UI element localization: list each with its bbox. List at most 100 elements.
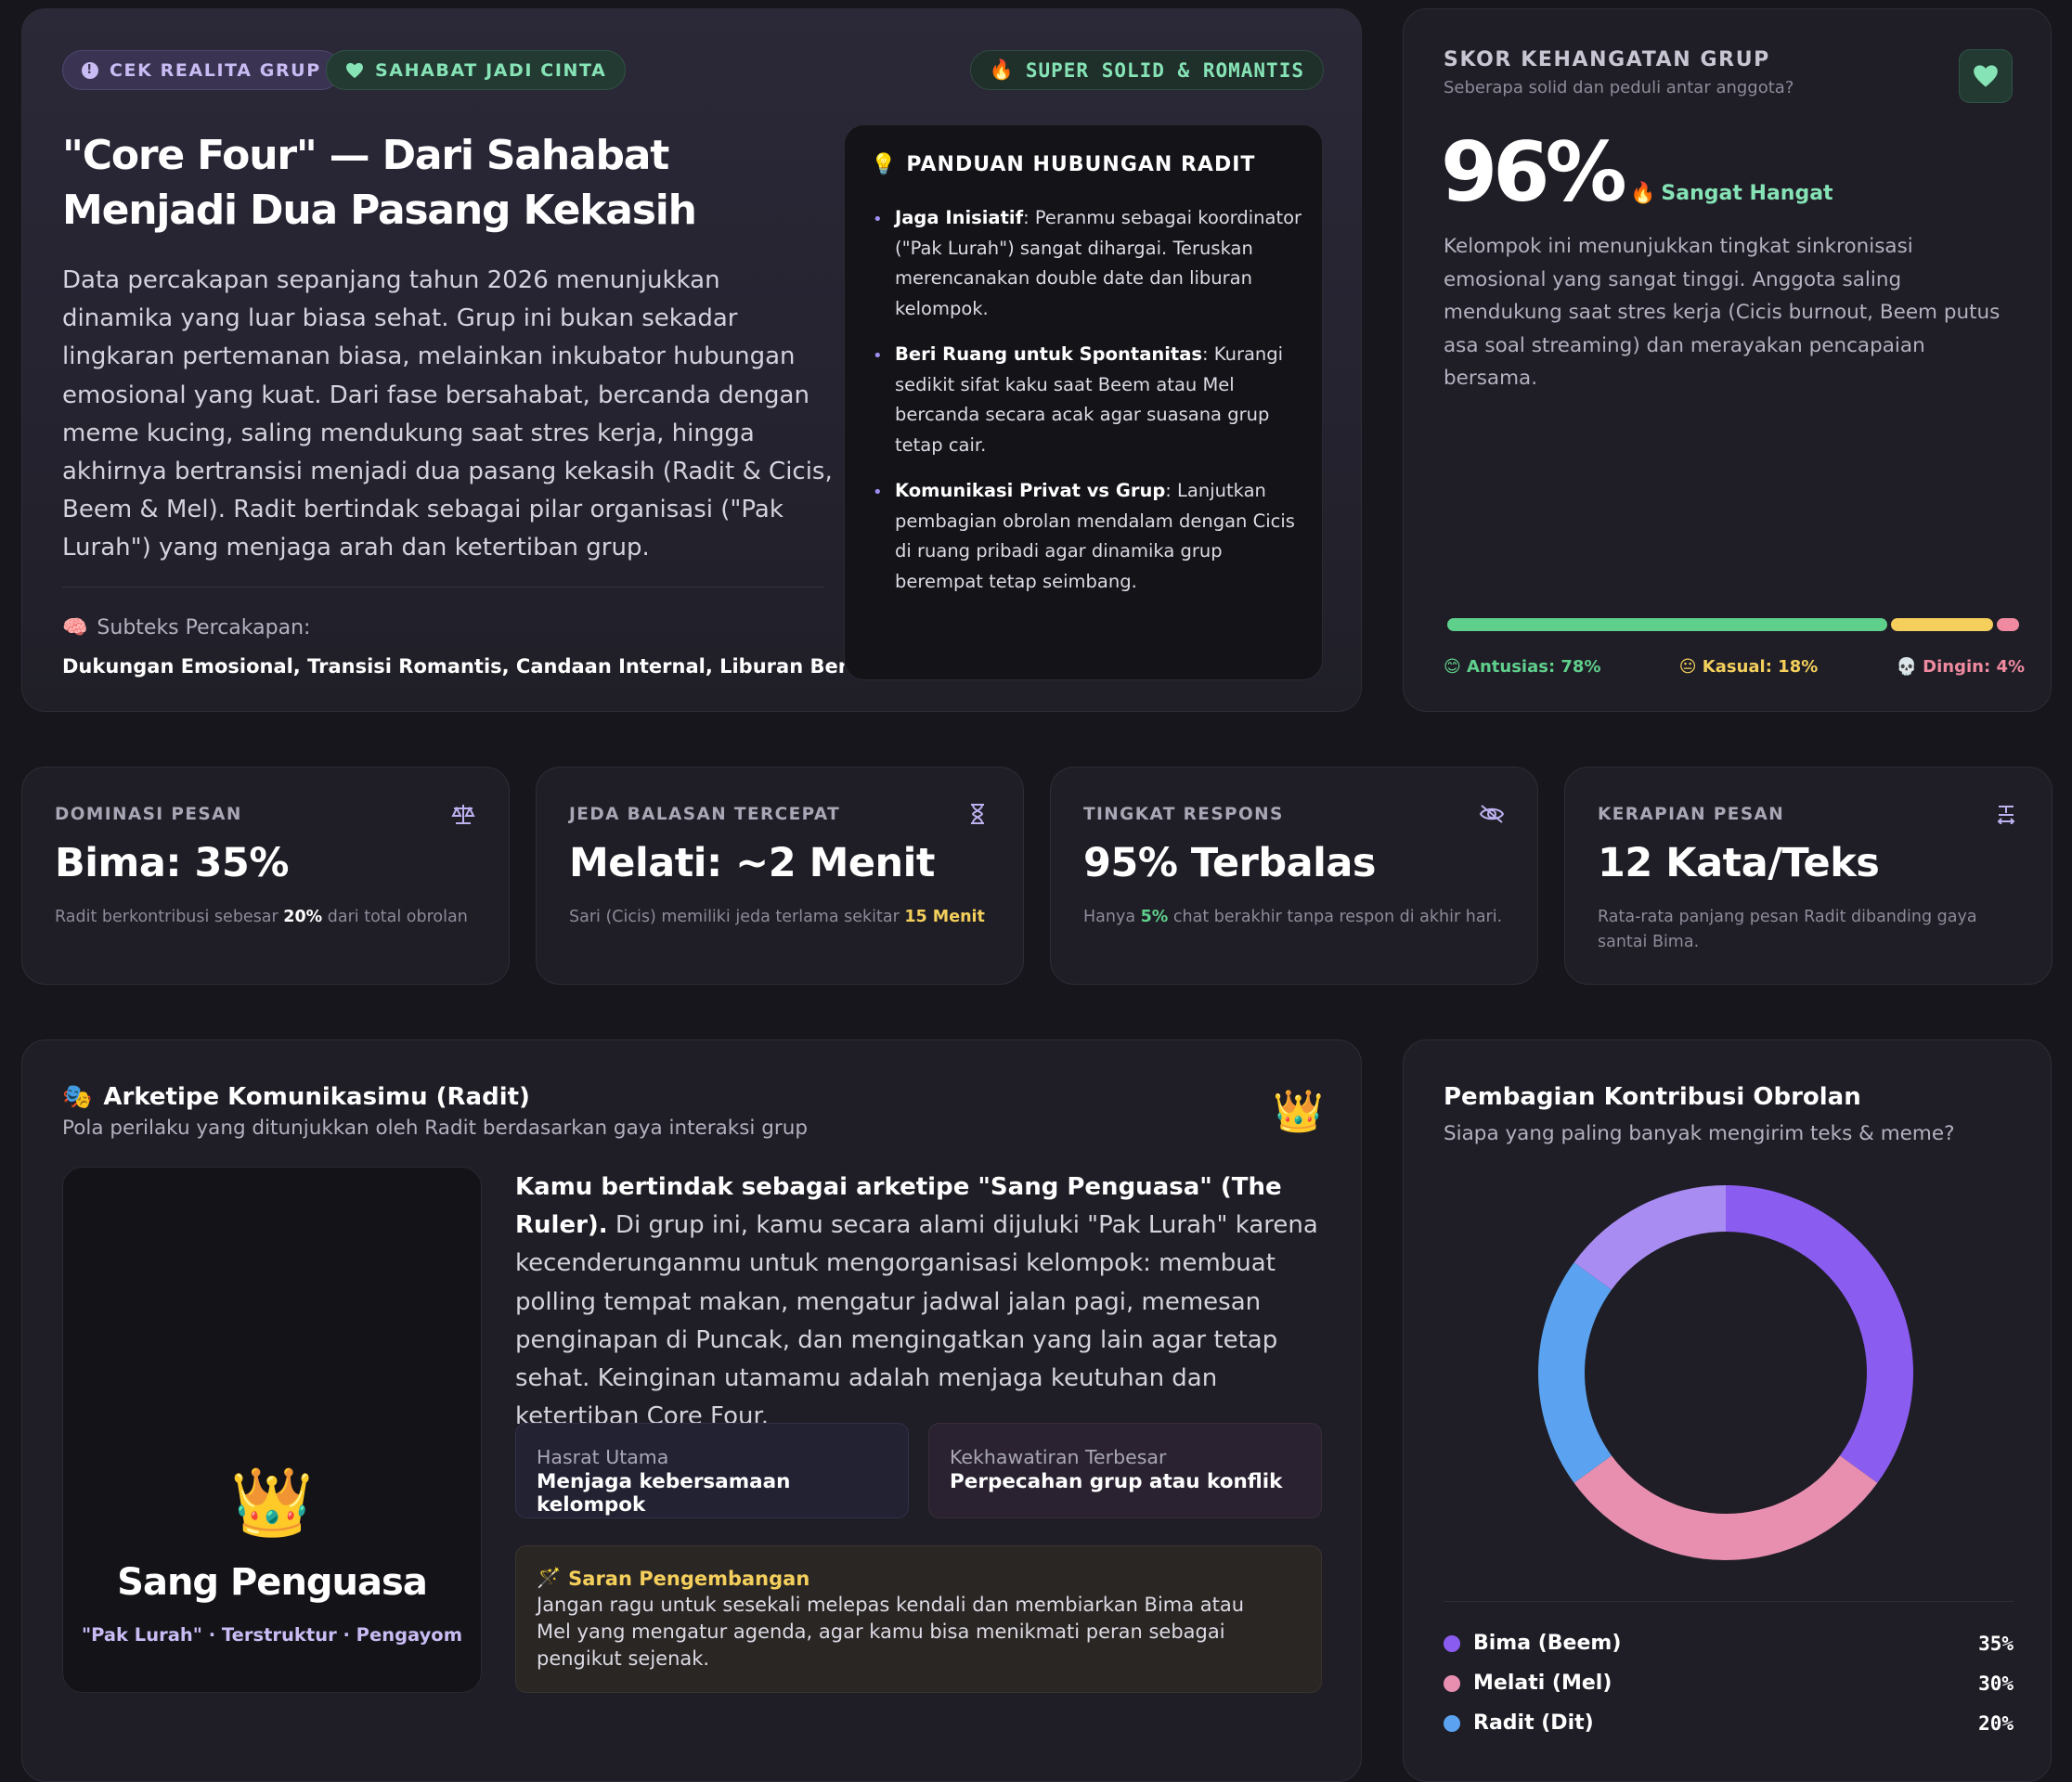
heart-icon xyxy=(346,62,363,78)
heart-icon xyxy=(1974,65,1998,87)
legend-swatch xyxy=(1444,1714,1460,1732)
advice-text: Jangan ragu untuk sesekali melepas kenda… xyxy=(537,1594,1245,1670)
stat-note-highlight: 20% xyxy=(283,908,323,926)
contribution-subtitle: Siapa yang paling banyak mengirim teks &… xyxy=(1444,1122,1955,1145)
hero-card: ! CEK REALITA GRUP SAHABAT JADI CINTA 🔥 … xyxy=(21,8,1362,712)
brain-icon: 🧠 xyxy=(62,616,88,639)
contribution-legend: Bima (Beem) 35% Melati (Mel) 30% Radit (Dit)… xyxy=(1444,1623,2014,1743)
legend-label: Melati (Mel) xyxy=(1473,1672,1612,1695)
contribution-donut-chart xyxy=(1538,1185,1913,1561)
sentiment-legend-item: 💀 Dingin: 4% xyxy=(1896,657,2026,677)
hero-description: Data percakapan sepanjang tahun 2026 men… xyxy=(62,266,833,562)
guide-item: Beri Ruang untuk Spontanitas: Kurangi se… xyxy=(871,340,1307,460)
archetype-description: Kamu bertindak sebagai arketipe "Sang Pe… xyxy=(515,1169,1332,1436)
guide-title-row: 💡 PANDUAN HUBUNGAN RADIT xyxy=(871,153,1255,176)
legend-label: Bima (Beem) xyxy=(1473,1632,1622,1655)
legend-swatch xyxy=(1444,1674,1460,1692)
stat-card-response-rate: TINGKAT RESPONS 95% Terbalas Hanya 5% ch… xyxy=(1050,767,1538,985)
advice-title: Saran Pengembangan xyxy=(568,1567,810,1590)
legend-label-group: Melati (Mel) xyxy=(1444,1672,1612,1695)
text-format-icon xyxy=(1993,801,2019,827)
eye-off-icon xyxy=(1479,801,1505,827)
stat-card-fastest-reply: JEDA BALASAN TERCEPAT Melati: ~2 Menit S… xyxy=(536,767,1024,985)
badge-reality-check: ! CEK REALITA GRUP xyxy=(62,50,341,90)
badge-friends-to-love-label: SAHABAT JADI CINTA xyxy=(375,59,607,81)
core-desire-box: Hasrat Utama Menjaga kebersamaan kelompo… xyxy=(515,1423,909,1518)
badge-friends-to-love: SAHABAT JADI CINTA xyxy=(326,50,627,90)
warmth-description: Kelompok ini menunjukkan tingkat sinkron… xyxy=(1444,235,2001,390)
archetype-title: Arketipe Komunikasimu (Radit) xyxy=(103,1083,530,1111)
persona-tags: "Pak Lurah" · Terstruktur · Pengayom xyxy=(81,1624,463,1646)
guide-item: Komunikasi Privat vs Grup: Lanjutkan pem… xyxy=(871,476,1307,597)
archetype-subtitle: Pola perilaku yang ditunjukkan oleh Radi… xyxy=(62,1117,808,1140)
guide-list: Jaga Inisiatif: Peranmu sebagai koordina… xyxy=(871,203,1307,613)
archetype-lead: Kamu bertindak sebagai arketipe "Sang Pe… xyxy=(515,1173,1282,1240)
hourglass-icon xyxy=(965,801,991,827)
legend-row: Melati (Mel) 30% xyxy=(1444,1663,2014,1703)
stat-value: Melati: ~2 Menit xyxy=(569,840,935,886)
legend-value: 20% xyxy=(1978,1711,2014,1735)
magic-wand-icon: 🪄 xyxy=(537,1567,562,1589)
legend-value: 30% xyxy=(1978,1672,2014,1695)
heart-button[interactable] xyxy=(1959,49,2013,103)
stat-title: JEDA BALASAN TERCEPAT xyxy=(569,805,841,824)
scale-icon xyxy=(450,801,476,827)
fire-icon: 🔥 xyxy=(989,58,1015,81)
advice-title-row: 🪄 Saran Pengembangan xyxy=(537,1567,1301,1590)
stat-note: Rata-rata panjang pesan Radit dibanding … xyxy=(1598,908,1977,951)
biggest-fear-label: Kekhawatiran Terbesar xyxy=(950,1446,1167,1468)
guide-item-text: : Kurangi sedikit sifat kaku saat Beem a… xyxy=(895,343,1284,456)
stat-note-text: dari total obrolan xyxy=(322,908,468,926)
subtext-value: Dukungan Emosional, Transisi Romantis, C… xyxy=(62,655,906,678)
stat-note-text: Hanya xyxy=(1083,908,1141,926)
badge-super-solid-label: SUPER SOLID & ROMANTIS xyxy=(1025,58,1304,82)
contribution-card: Pembagian Kontribusi Obrolan Siapa yang … xyxy=(1403,1040,2052,1782)
guide-title: PANDUAN HUBUNGAN RADIT xyxy=(906,153,1256,176)
persona-name: Sang Penguasa xyxy=(117,1561,428,1604)
stat-note-highlight: 15 Menit xyxy=(904,908,985,926)
legend-value: 35% xyxy=(1978,1632,2014,1655)
warmth-subtitle: Seberapa solid dan peduli antar anggota? xyxy=(1444,78,1794,97)
theater-masks-icon: 🎭 xyxy=(62,1083,93,1111)
guide-item-head: Jaga Inisiatif xyxy=(895,207,1024,228)
donut-slice-1[interactable] xyxy=(1726,1185,1913,1483)
sentiment-bar-segment xyxy=(1996,618,2019,631)
badge-reality-check-label: CEK REALITA GRUP xyxy=(110,59,321,81)
warmth-score-card: SKOR KEHANGATAN GRUP Seberapa solid dan … xyxy=(1403,8,2052,712)
legend-label-group: Bima (Beem) xyxy=(1444,1632,1621,1655)
donut-slice-4[interactable] xyxy=(1573,1185,1726,1290)
stat-title: TINGKAT RESPONS xyxy=(1083,805,1284,824)
donut-slice-3[interactable] xyxy=(1538,1262,1612,1483)
stat-note-text: Radit berkontribusi sebesar xyxy=(55,908,284,926)
guide-item: Jaga Inisiatif: Peranmu sebagai koordina… xyxy=(871,203,1307,324)
sentiment-legend-item: 😊 Antusias: 78% xyxy=(1444,657,1601,677)
sentiment-bar-segment xyxy=(1891,618,1993,631)
donut-slice-2[interactable] xyxy=(1573,1455,1878,1561)
legend-label-group: Radit (Dit) xyxy=(1444,1711,1594,1735)
badge-super-solid: 🔥 SUPER SOLID & ROMANTIS xyxy=(969,50,1324,90)
stat-note-text: chat berakhir tanpa respon di akhir hari… xyxy=(1168,908,1503,926)
sentiment-bar-segment xyxy=(1447,618,1888,631)
stat-title: DOMINASI PESAN xyxy=(55,805,242,824)
sentiment-bar xyxy=(1447,618,2019,631)
sentiment-legend-item: 😐 Kasual: 18% xyxy=(1678,657,1819,677)
legend-row: Radit (Dit) 20% xyxy=(1444,1703,2014,1743)
guide-item-text: : Lanjutkan pembagian obrolan mendalam d… xyxy=(895,480,1295,592)
stat-value: 12 Kata/Teks xyxy=(1598,840,1880,886)
info-icon: ! xyxy=(82,61,98,79)
archetype-card: 🎭 Arketipe Komunikasimu (Radit) Pola per… xyxy=(21,1040,1362,1782)
core-desire-value: Menjaga kebersamaan kelompok xyxy=(537,1470,791,1517)
legend-swatch xyxy=(1444,1634,1460,1652)
stat-card-message-dominance: DOMINASI PESAN Bima: 35% Radit berkontri… xyxy=(21,767,510,985)
archetype-body: Di grup ini, kamu secara alami dijuluki … xyxy=(515,1211,1318,1431)
stat-note: Radit berkontribusi sebesar 20% dari tot… xyxy=(55,905,482,930)
warmth-score: 96% xyxy=(1441,124,1627,220)
archetype-title-row: 🎭 Arketipe Komunikasimu (Radit) xyxy=(62,1083,530,1111)
hero-divider xyxy=(62,587,824,588)
stat-value: 95% Terbalas xyxy=(1083,840,1377,886)
crown-icon: 👑 xyxy=(230,1463,314,1541)
stat-value: Bima: 35% xyxy=(55,840,289,886)
relationship-guide-panel: 💡 PANDUAN HUBUNGAN RADIT Jaga Inisiatif:… xyxy=(844,124,1323,680)
guide-item-text: : Peranmu sebagai koordinator ("Pak Lura… xyxy=(895,207,1302,319)
warmth-level-label: Sangat Hangat xyxy=(1661,182,1833,205)
